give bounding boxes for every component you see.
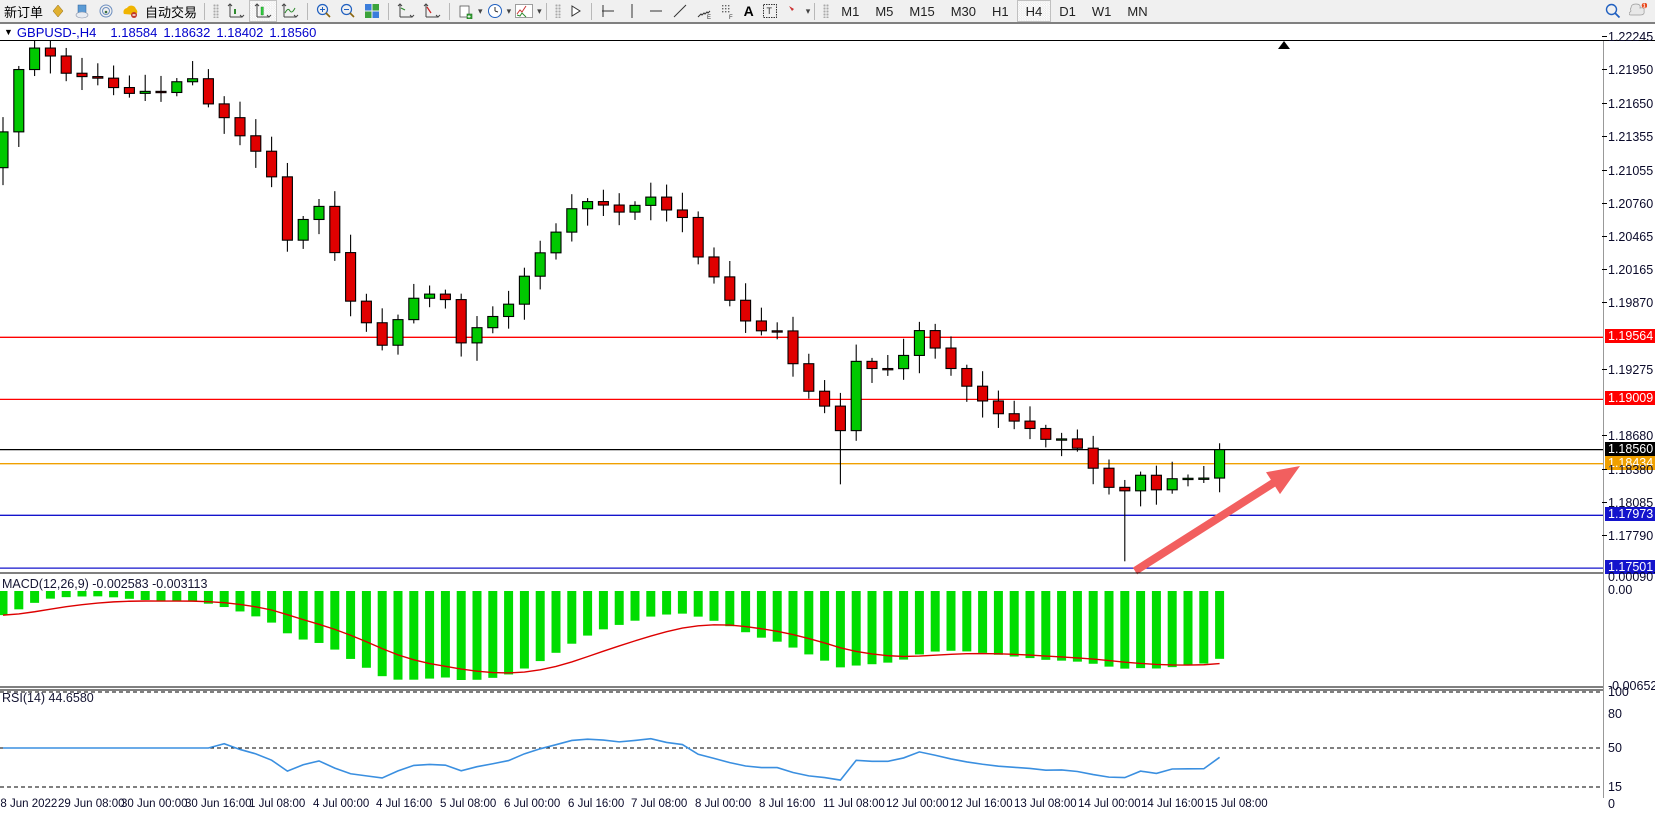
svg-text:T: T: [766, 6, 772, 16]
svg-text:E: E: [707, 15, 711, 19]
svg-text:F: F: [729, 15, 733, 19]
svg-text:1: 1: [1643, 4, 1646, 10]
svg-text:RSI(14) 44.6580: RSI(14) 44.6580: [2, 691, 94, 705]
svg-text:MACD(12,26,9) -0.002583 -0.003: MACD(12,26,9) -0.002583 -0.003113: [2, 577, 207, 591]
